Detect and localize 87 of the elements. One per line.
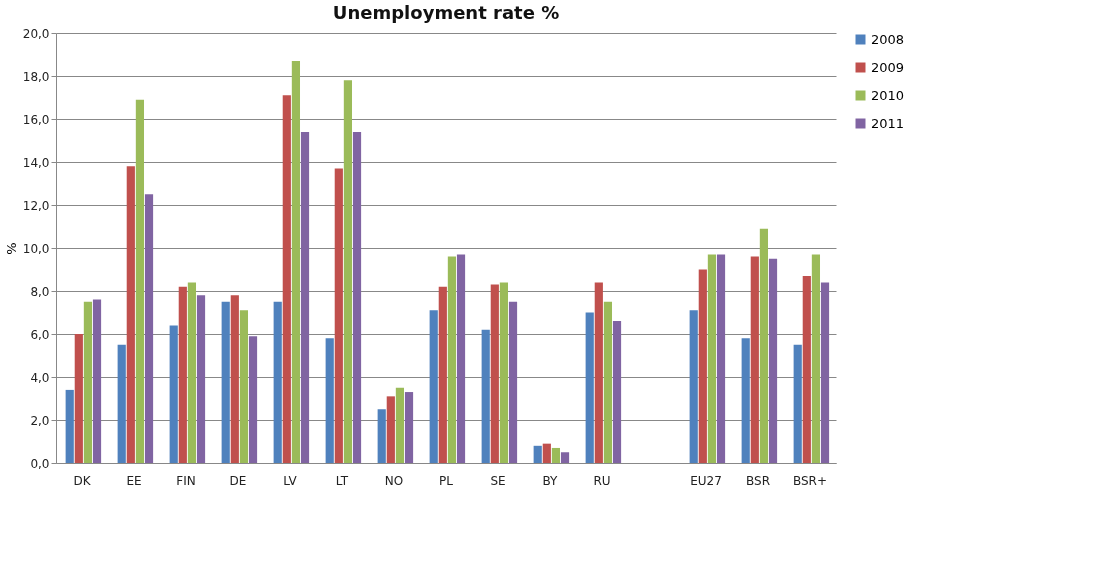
bar xyxy=(429,310,438,463)
bar xyxy=(594,282,603,463)
bar xyxy=(698,269,707,463)
bar xyxy=(533,445,542,463)
x-tick-label: LT xyxy=(335,473,349,488)
bar xyxy=(196,295,206,463)
x-tick-label: RU xyxy=(593,473,611,488)
y-tick-label: 20,0 xyxy=(22,26,50,41)
bar xyxy=(377,409,386,463)
bar xyxy=(325,338,334,463)
x-tick-label: DK xyxy=(73,473,92,488)
bar xyxy=(404,392,414,463)
bar xyxy=(551,447,561,463)
legend-label: 2009 xyxy=(871,59,905,75)
bar xyxy=(585,312,594,463)
bar xyxy=(83,301,93,463)
bar xyxy=(802,275,811,463)
bar xyxy=(508,301,518,463)
bar xyxy=(343,80,353,463)
bar xyxy=(768,258,778,463)
bar xyxy=(221,301,230,463)
bar xyxy=(74,334,83,463)
x-tick-label: NO xyxy=(384,473,404,488)
bar xyxy=(499,282,509,463)
bar xyxy=(144,194,154,463)
bar xyxy=(560,452,570,463)
legend-label: 2008 xyxy=(871,31,905,47)
bar xyxy=(793,344,802,463)
bar xyxy=(187,282,197,463)
bar xyxy=(395,387,405,463)
bar xyxy=(490,284,499,463)
x-tick-label: SE xyxy=(490,473,506,488)
bar xyxy=(456,254,466,463)
bar xyxy=(291,60,301,463)
bar xyxy=(334,168,343,463)
bar xyxy=(716,254,726,463)
bar xyxy=(386,396,395,463)
bar xyxy=(282,95,291,463)
y-tick-label: 10,0 xyxy=(22,241,50,256)
bar xyxy=(352,131,362,463)
bar xyxy=(811,254,821,463)
x-tick-label: BSR xyxy=(746,473,770,488)
bar xyxy=(135,99,145,463)
y-tick-label: 2,0 xyxy=(30,413,50,428)
bar xyxy=(741,338,750,463)
x-tick-label: BY xyxy=(542,473,559,488)
legend-label: 2011 xyxy=(871,115,905,131)
bar xyxy=(230,295,239,463)
bar xyxy=(481,329,490,463)
chart-title: Unemployment rate % xyxy=(332,2,560,23)
bar xyxy=(178,286,187,463)
bar xyxy=(92,299,102,463)
legend-label: 2010 xyxy=(871,87,905,103)
bar xyxy=(239,310,249,463)
x-tick-label: EE xyxy=(126,473,142,488)
bar xyxy=(820,282,830,463)
bar xyxy=(689,310,698,463)
bar xyxy=(65,389,74,463)
bar xyxy=(707,254,717,463)
y-axis-title: % xyxy=(3,242,19,255)
bar xyxy=(603,301,613,463)
bar xyxy=(750,256,759,463)
x-tick-label: FIN xyxy=(176,473,196,488)
x-tick-label: DE xyxy=(229,473,247,488)
y-tick-label: 6,0 xyxy=(30,327,50,342)
x-tick-label: LV xyxy=(283,473,298,488)
bar xyxy=(612,321,622,463)
bar xyxy=(759,228,769,463)
x-tick-label: BSR+ xyxy=(792,473,828,488)
y-tick-label: 8,0 xyxy=(30,284,50,299)
bar xyxy=(300,131,310,463)
bar xyxy=(169,325,178,463)
bar xyxy=(273,301,282,463)
x-tick-label: PL xyxy=(439,473,454,488)
y-tick-label: 14,0 xyxy=(22,155,50,170)
bar xyxy=(117,344,126,463)
bar xyxy=(438,286,447,463)
x-tick-label: EU27 xyxy=(690,473,722,488)
y-tick-label: 16,0 xyxy=(22,112,50,127)
bar xyxy=(248,336,258,463)
y-tick-label: 0,0 xyxy=(30,456,50,471)
y-tick-label: 4,0 xyxy=(30,370,50,385)
y-tick-label: 18,0 xyxy=(22,69,50,84)
bar xyxy=(126,166,135,463)
bar xyxy=(542,443,551,463)
bar xyxy=(447,256,457,463)
y-tick-label: 12,0 xyxy=(22,198,50,213)
